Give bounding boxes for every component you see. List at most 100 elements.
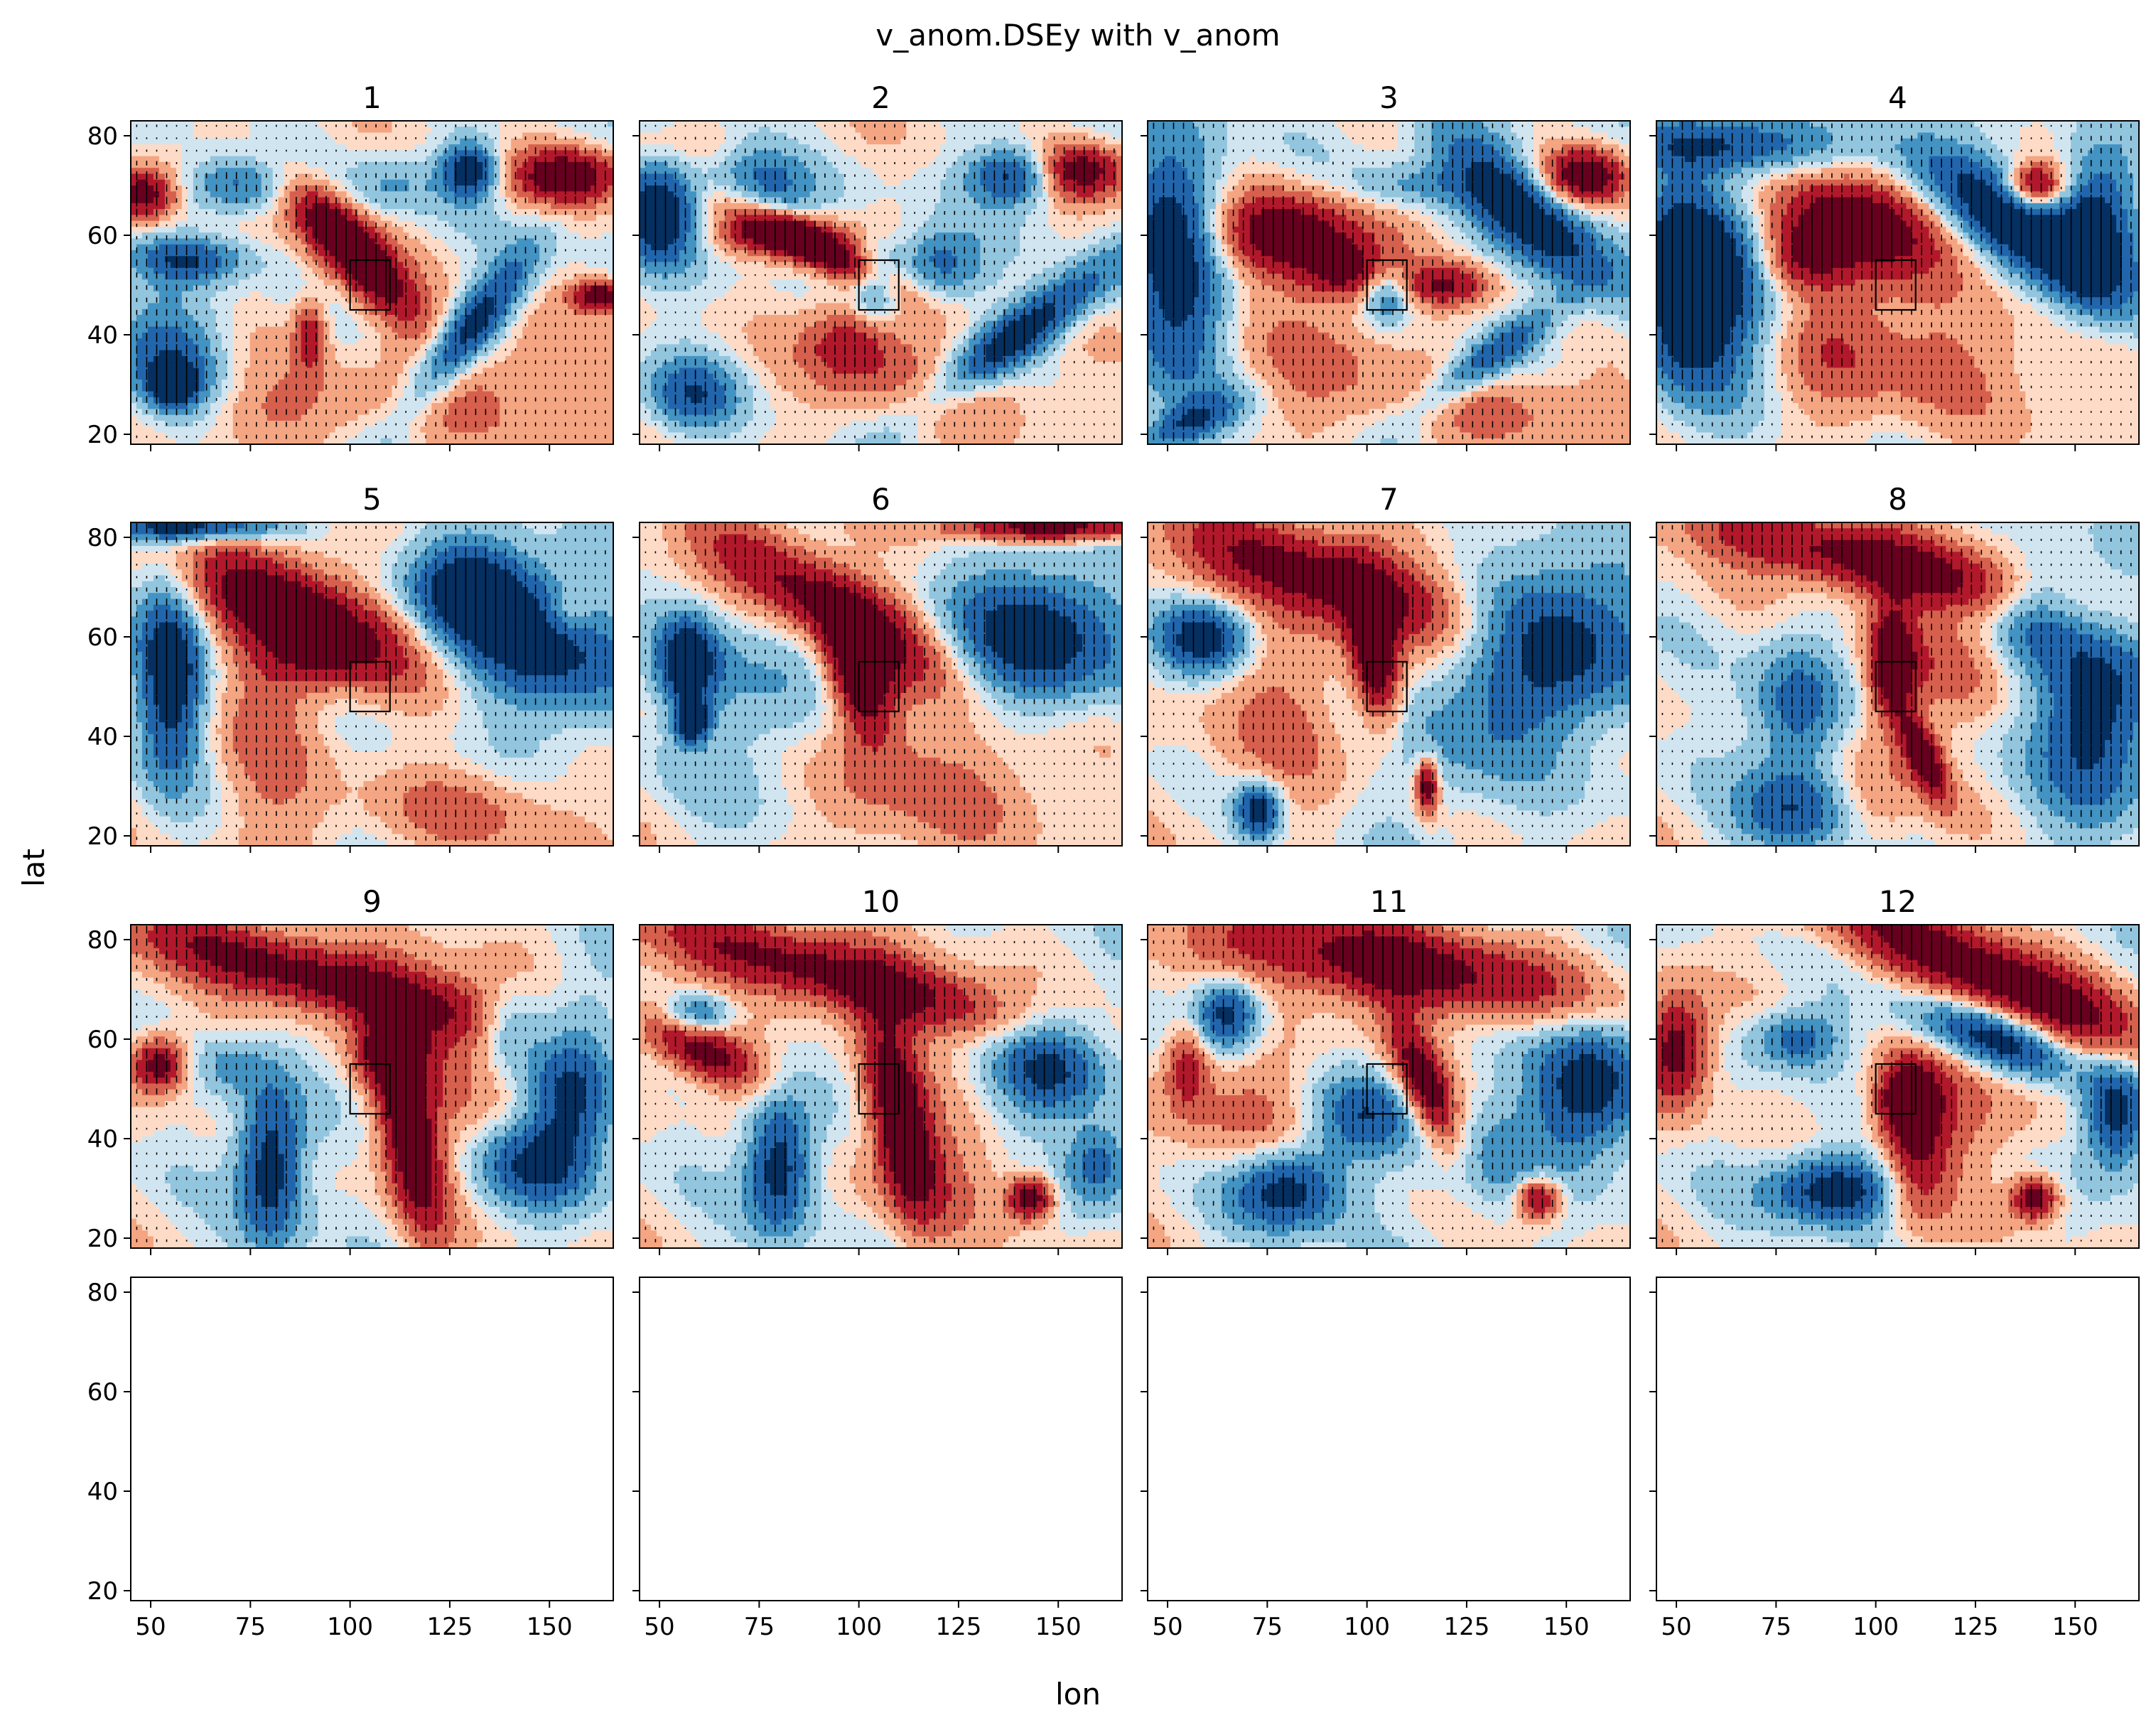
axes-frame: [1656, 120, 2140, 445]
axes-frame: [1147, 120, 1631, 445]
x-tick-label: 100: [836, 1613, 882, 1641]
y-tick-label: 20: [87, 822, 118, 851]
x-tick-label: 125: [1952, 1613, 1998, 1641]
quiver-vectors: [1661, 122, 2132, 439]
quiver-vectors: [645, 522, 1115, 842]
subplot-title: 3: [1379, 80, 1398, 115]
subplot-title: 5: [362, 482, 382, 517]
axes-frame: [1656, 522, 2140, 847]
subplot-title: 4: [1888, 80, 1907, 115]
y-tick-label: 20: [87, 1225, 118, 1253]
figure-title: v_anom.DSEy with v_anom: [875, 18, 1280, 53]
subplot-5: 5 20 40 60 80: [87, 482, 614, 853]
y-tick-label: 80: [87, 122, 118, 151]
contour-field: [640, 121, 1122, 444]
quiver-vectors: [136, 925, 606, 1245]
x-tick-label: 125: [1443, 1613, 1489, 1641]
quiver-vectors: [1661, 522, 2132, 842]
quiver-vectors: [136, 522, 606, 842]
quiver-vectors: [1153, 925, 1623, 1243]
contour-field: [131, 925, 613, 1248]
subplot-9: 9 20 40 60 80: [87, 884, 614, 1255]
region-box: [1875, 660, 1917, 713]
x-tick-label: 150: [527, 1613, 573, 1641]
subplot-title: 9: [362, 884, 382, 919]
subplot-title: 7: [1379, 482, 1398, 517]
x-tick-label: 50: [135, 1613, 166, 1641]
x-tick-label: 150: [2052, 1613, 2098, 1641]
x-tick-label: 50: [1661, 1613, 1691, 1641]
x-tick-label: 150: [1543, 1613, 1590, 1641]
x-axis-label: lon: [1055, 1677, 1101, 1712]
subplot-6: 6: [632, 482, 1123, 853]
region-box: [858, 1063, 900, 1115]
y-axis-label: lat: [16, 849, 51, 887]
quiver-vectors: [645, 925, 1115, 1244]
subplot-8: 8: [1649, 482, 2140, 853]
region-box: [1366, 259, 1408, 311]
region-box: [1366, 660, 1408, 713]
y-tick-label: 60: [87, 222, 118, 250]
subplot-13: 20 40 60 80 50 75 100 125 150: [87, 1277, 614, 1641]
region-box: [858, 660, 900, 713]
subplot-title: 8: [1888, 482, 1907, 517]
x-tick-label: 75: [744, 1613, 775, 1641]
subplot-12: 12: [1649, 884, 2140, 1255]
subplot-14: 50 75 100 125 150: [632, 1277, 1123, 1641]
x-tick-label: 50: [644, 1613, 674, 1641]
axes-frame: [639, 522, 1123, 847]
region-box: [1875, 259, 1917, 311]
x-tick-label: 75: [1761, 1613, 1791, 1641]
x-tick-label: 100: [1344, 1613, 1390, 1641]
axes-frame: [639, 1277, 1123, 1601]
y-tick-label: 60: [87, 1378, 118, 1407]
subplot-10: 10: [632, 884, 1123, 1255]
y-tick-label: 80: [87, 926, 118, 955]
contour-field: [1656, 121, 2139, 444]
quiver-vectors: [1153, 122, 1623, 441]
subplot-title: 12: [1879, 884, 1917, 919]
axes-frame: [130, 120, 614, 445]
contour-field: [131, 121, 613, 444]
axes-frame: [639, 924, 1123, 1249]
subplot-title: 11: [1370, 884, 1408, 919]
subplot-title: 10: [862, 884, 900, 919]
axes-frame: [1656, 924, 2140, 1249]
contour-field: [640, 522, 1122, 846]
y-tick-label: 40: [87, 1125, 118, 1154]
y-tick-label: 20: [87, 1577, 118, 1606]
subplot-title: 2: [871, 80, 890, 115]
subplot-title: 1: [362, 80, 382, 115]
axes-frame: [1656, 1277, 2140, 1601]
y-tick-label: 20: [87, 421, 118, 449]
contour-field: [131, 522, 613, 846]
y-tick-label: 40: [87, 1478, 118, 1506]
subplot-1: 1 20 40 60 80: [87, 80, 614, 451]
x-tick-label: 150: [1035, 1613, 1082, 1641]
quiver-vectors: [645, 124, 1115, 439]
axes-frame: [639, 120, 1123, 445]
region-box: [349, 660, 391, 713]
x-tick-label: 50: [1152, 1613, 1182, 1641]
subplot-grid: 1 20 40 60 80 2 3 4 5 20 40 60 80 6 7 8 9 20 40 60 80 10 11 12 2…: [87, 80, 2140, 1641]
subplot-7: 7: [1141, 482, 1631, 853]
subplot-2: 2: [632, 80, 1123, 451]
axes-frame: [1147, 924, 1631, 1249]
quiver-vectors: [1153, 522, 1623, 842]
subplot-3: 3: [1141, 80, 1631, 451]
axes-frame: [130, 1277, 614, 1601]
quiver-vectors: [1661, 925, 2132, 1242]
subplot-title: 6: [871, 482, 890, 517]
region-box: [1875, 1063, 1917, 1115]
y-tick-label: 60: [87, 1026, 118, 1054]
y-tick-label: 40: [87, 321, 118, 350]
y-tick-label: 80: [87, 1279, 118, 1307]
contour-field: [1656, 925, 2139, 1248]
x-tick-label: 100: [327, 1613, 373, 1641]
contour-field: [640, 925, 1122, 1248]
y-tick-label: 60: [87, 623, 118, 652]
contour-field: [1148, 925, 1630, 1248]
axes-frame: [1147, 1277, 1631, 1601]
contour-field: [1148, 121, 1630, 444]
